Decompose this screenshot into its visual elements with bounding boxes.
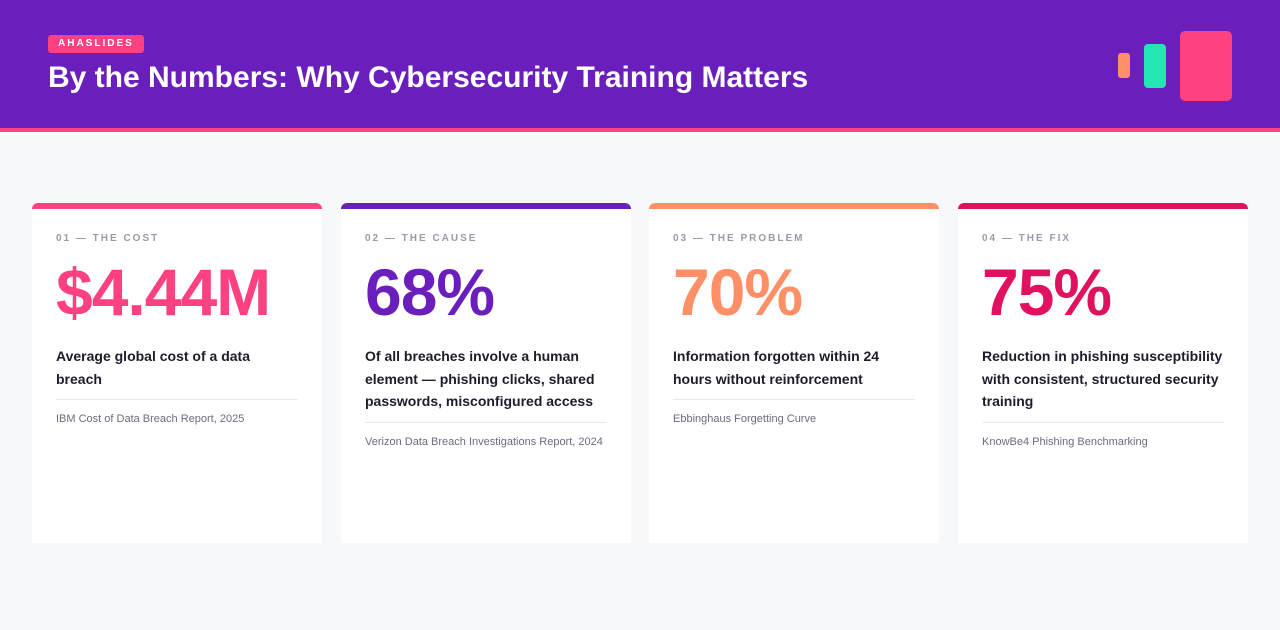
card-description: Of all breaches involve a human element … <box>365 345 607 423</box>
card-stat: 75% <box>982 255 1112 329</box>
card-description: Average global cost of a data breach <box>56 345 298 400</box>
decorative-bar-large <box>1180 31 1232 101</box>
card-stat: $4.44M <box>56 255 271 329</box>
card-source: KnowBe4 Phishing Benchmarking <box>982 435 1148 448</box>
card-stat: 70% <box>673 255 803 329</box>
card-source: Ebbinghaus Forgetting Curve <box>673 413 817 425</box>
header-banner: AHASLIDES By the Numbers: Why Cybersecur… <box>0 0 1280 132</box>
stat-card-problem: 03 — THE PROBLEM 70% Information forgott… <box>649 203 939 543</box>
stat-card-cause: 02 — THE CAUSE 68% Of all breaches invol… <box>341 203 631 543</box>
card-stat: 68% <box>365 255 495 329</box>
card-kicker: 02 — THE CAUSE <box>365 233 478 244</box>
page-title: By the Numbers: Why Cybersecurity Traini… <box>48 61 809 94</box>
decorative-bar-small <box>1118 53 1130 78</box>
card-source: Verizon Data Breach Investigations Repor… <box>365 435 603 448</box>
brand-badge: AHASLIDES <box>48 35 144 53</box>
card-description: Reduction in phishing susceptibility wit… <box>982 345 1224 423</box>
stat-card-cost: 01 — THE COST $4.44M Average global cost… <box>32 203 322 543</box>
card-kicker: 04 — THE FIX <box>982 233 1072 244</box>
card-kicker: 03 — THE PROBLEM <box>673 233 805 244</box>
stat-card-fix: 04 — THE FIX 75% Reduction in phishing s… <box>958 203 1248 543</box>
card-kicker: 01 — THE COST <box>56 233 160 244</box>
card-source: IBM Cost of Data Breach Report, 2025 <box>56 413 245 425</box>
decorative-bar-medium <box>1144 44 1166 88</box>
card-description: Information forgotten within 24 hours wi… <box>673 345 915 400</box>
